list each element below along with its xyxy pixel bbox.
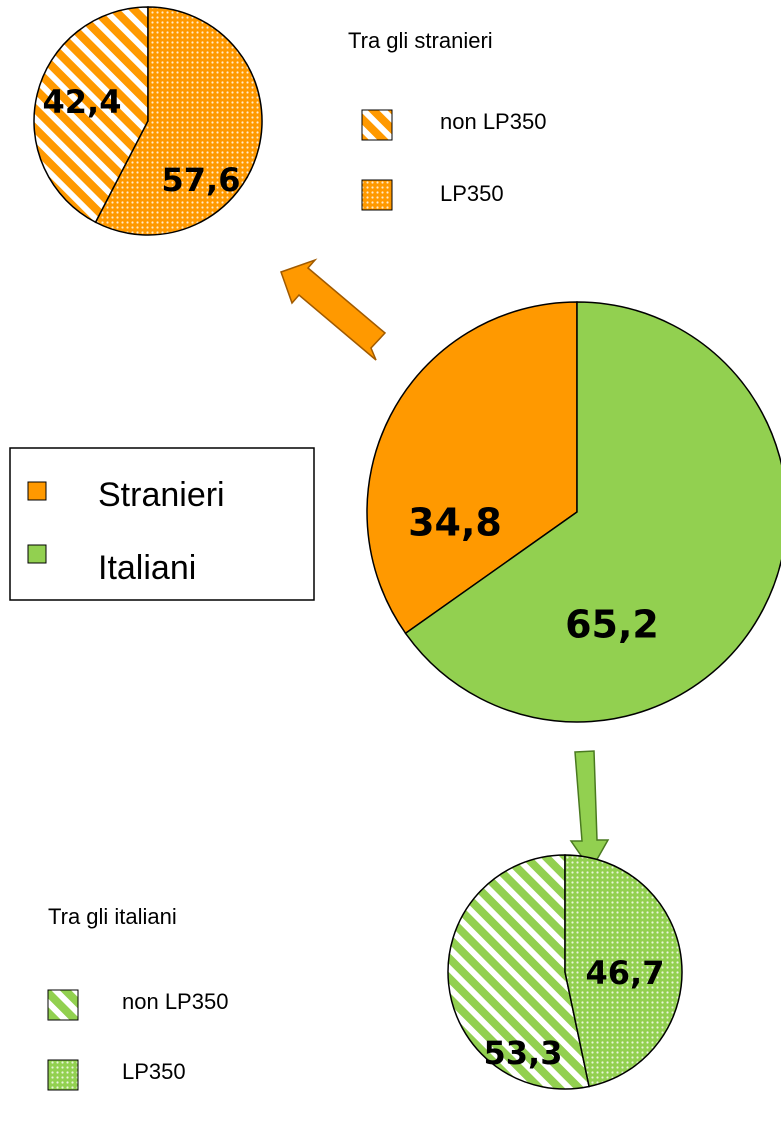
legend-swatch [361,109,393,141]
legend-swatch [47,1059,79,1091]
legend-box [9,447,315,601]
legend-swatch [47,989,79,1021]
data-label: 34,8 [408,501,502,545]
data-label: 46,7 [586,954,665,992]
data-label: 53,3 [484,1034,563,1072]
pie-slice [366,301,578,635]
pie-slice [447,854,590,1090]
legend-label: Stranieri [98,476,225,514]
legend-label: LP350 [122,1059,186,1084]
pie-slice [564,854,683,1088]
data-label: 57,6 [162,161,241,199]
arrow [569,750,610,872]
legend-label: LP350 [440,181,504,206]
arrow [280,258,387,361]
legend-swatch [361,179,393,211]
data-label: 42,4 [43,83,122,121]
legend-title: Tra gli italiani [48,904,177,929]
pie-slice [33,6,149,224]
legend-title: Tra gli stranieri [348,28,493,53]
legend-swatch [27,481,47,501]
legend-label: Italiani [98,549,196,587]
legend-swatch [27,544,47,564]
legend-label: non LP350 [122,989,228,1014]
pie-slice [94,6,263,236]
data-label: 65,2 [565,603,659,647]
pie-slice [404,301,781,723]
legend-label: non LP350 [440,109,546,134]
